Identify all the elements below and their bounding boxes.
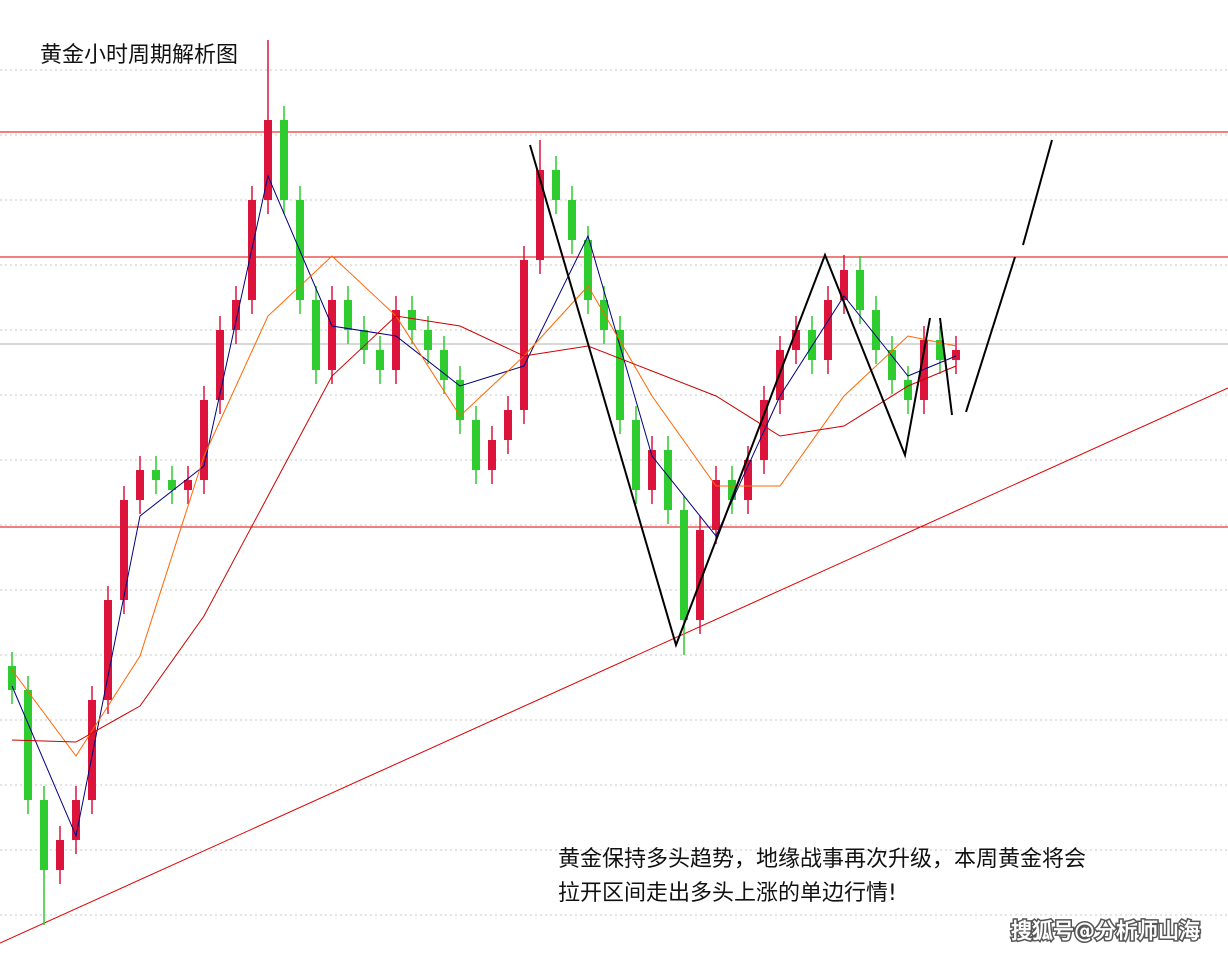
candle-body	[424, 330, 432, 350]
candle-body	[808, 330, 816, 360]
candle-body	[88, 700, 96, 800]
watermark: 搜狐号@分析师山海	[1011, 919, 1200, 943]
candle-body	[200, 400, 208, 480]
candle-body	[184, 480, 192, 490]
candle-body	[696, 530, 704, 620]
candle-body	[136, 470, 144, 500]
candle-body	[536, 170, 544, 260]
candle-body	[312, 300, 320, 370]
candle-body	[56, 840, 64, 870]
annotation: 黄金保持多头趋势，地缘战事再次升级，本周黄金将会	[558, 847, 1086, 872]
candle-body	[920, 340, 928, 400]
candle-body	[488, 440, 496, 470]
candle-body	[584, 240, 592, 300]
analysis-line	[1022, 139, 1053, 246]
candle-body	[152, 470, 160, 480]
candle-body	[120, 500, 128, 600]
candle-body	[616, 330, 624, 420]
candle-body	[8, 666, 16, 690]
candle-body	[600, 300, 608, 330]
candle-body	[744, 460, 752, 500]
candle-body	[264, 120, 272, 200]
candle-body	[472, 420, 480, 470]
candle-body	[632, 420, 640, 490]
analysis-line	[529, 144, 931, 649]
candle-body	[888, 350, 896, 380]
candle-body	[456, 380, 464, 420]
candle-body	[440, 350, 448, 380]
candle-body	[680, 510, 688, 620]
candle-body	[408, 310, 416, 330]
candle-body	[360, 330, 368, 350]
plot	[0, 40, 1228, 944]
candle-body	[104, 600, 112, 700]
moving-average	[11, 174, 957, 838]
annotation: 拉开区间走出多头上涨的单边行情!	[558, 881, 897, 906]
candle-body	[664, 450, 672, 510]
moving-average	[11, 255, 957, 757]
candle-body	[840, 270, 848, 300]
candle-body	[952, 350, 960, 360]
candle-body	[872, 310, 880, 350]
candle-body	[24, 690, 32, 800]
candle-body	[344, 300, 352, 330]
candle-body	[504, 410, 512, 440]
candle-body	[280, 120, 288, 200]
candle-body	[216, 330, 224, 400]
candle-body	[904, 380, 912, 400]
candle-body	[328, 300, 336, 370]
candle-body	[728, 480, 736, 500]
candle-body	[72, 800, 80, 840]
chart-title: 黄金小时周期解析图	[40, 43, 238, 68]
moving-average	[11, 315, 957, 743]
analysis-line	[939, 317, 953, 416]
candle-body	[520, 260, 528, 410]
candle-body	[40, 800, 48, 870]
candle-body	[856, 270, 864, 310]
candle-body	[712, 480, 720, 530]
candle-body	[568, 200, 576, 240]
candle-body	[376, 350, 384, 370]
analysis-line	[965, 256, 1016, 413]
candle-body	[824, 300, 832, 360]
candle-body	[936, 340, 944, 360]
candle-body	[552, 170, 560, 200]
candle-body	[648, 450, 656, 490]
candle-body	[232, 300, 240, 330]
candle-body	[392, 310, 400, 370]
candle-body	[168, 480, 176, 490]
trend-line	[0, 387, 1228, 944]
candle-body	[792, 330, 800, 350]
